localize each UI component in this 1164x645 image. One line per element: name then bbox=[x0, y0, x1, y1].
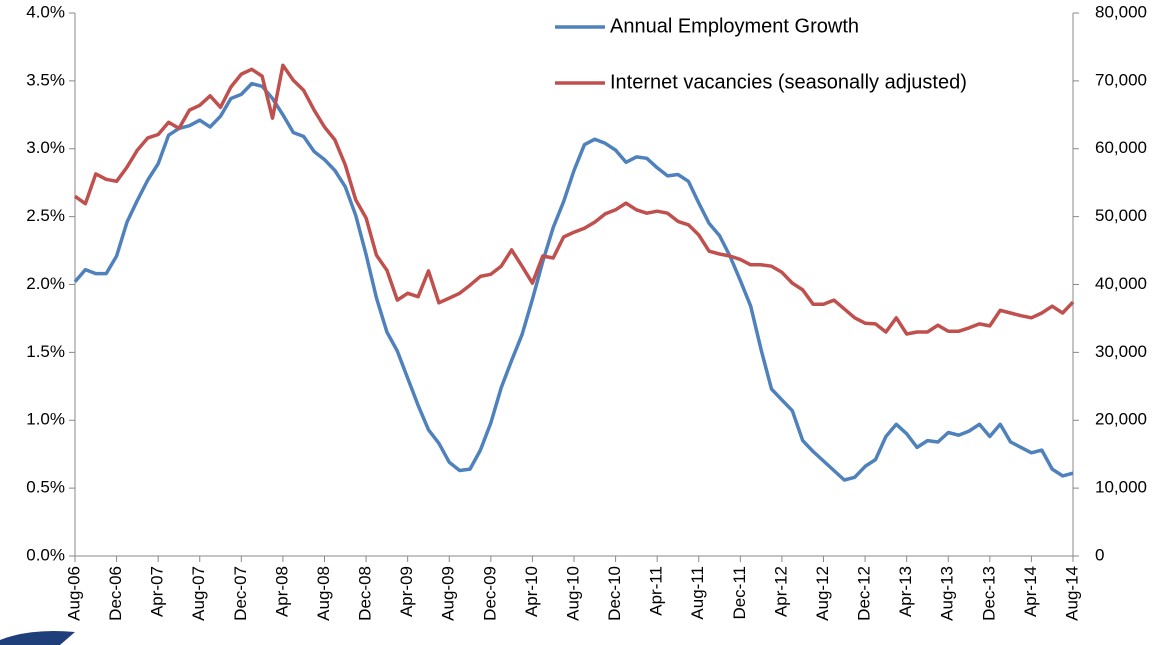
x-tick-label: Apr-12 bbox=[771, 566, 790, 617]
x-tick-label: Dec-08 bbox=[356, 566, 375, 621]
x-tick-label: Apr-14 bbox=[1021, 566, 1040, 617]
series-line bbox=[73, 81, 1074, 482]
x-tick-label: Apr-13 bbox=[896, 566, 915, 617]
x-tick-label: Apr-09 bbox=[397, 566, 416, 617]
series-line bbox=[73, 63, 1075, 336]
x-tick-label: Apr-08 bbox=[272, 566, 291, 617]
y2-tick-label: 30,000 bbox=[1095, 342, 1147, 361]
y-tick-label: 2.5% bbox=[26, 206, 65, 225]
y-tick-label: 4.0% bbox=[26, 2, 65, 21]
x-tick-label: Dec-09 bbox=[480, 566, 499, 621]
y2-tick-label: 40,000 bbox=[1095, 274, 1147, 293]
x-tick-label: Aug-09 bbox=[439, 566, 458, 621]
y-tick-label: 3.0% bbox=[26, 138, 65, 157]
x-tick-label: Aug-06 bbox=[64, 566, 83, 621]
y2-tick-label: 50,000 bbox=[1095, 206, 1147, 225]
decoration bbox=[0, 631, 75, 645]
y2-tick-label: 0 bbox=[1095, 545, 1104, 564]
y2-tick-label: 20,000 bbox=[1095, 410, 1147, 429]
y2-tick-label: 10,000 bbox=[1095, 478, 1147, 497]
legend-label: Internet vacancies (seasonally adjusted) bbox=[610, 71, 967, 93]
x-tick-label: Aug-10 bbox=[563, 566, 582, 621]
x-tick-label: Aug-11 bbox=[688, 566, 707, 620]
x-tick-label: Aug-12 bbox=[813, 566, 832, 621]
y-tick-label: 0.5% bbox=[26, 478, 65, 497]
x-tick-label: Aug-07 bbox=[189, 566, 208, 621]
x-tick-label: Aug-13 bbox=[938, 566, 957, 621]
x-tick-label: Dec-06 bbox=[106, 566, 125, 621]
y2-tick-label: 60,000 bbox=[1095, 138, 1147, 157]
x-tick-label: Aug-14 bbox=[1062, 566, 1081, 621]
x-tick-label: Aug-08 bbox=[314, 566, 333, 621]
x-tick-label: Apr-11 bbox=[647, 566, 666, 616]
y-tick-label: 1.5% bbox=[26, 342, 65, 361]
legend-label: Annual Employment Growth bbox=[610, 15, 859, 37]
y-tick-label: 2.0% bbox=[26, 274, 65, 293]
x-tick-label: Apr-07 bbox=[148, 566, 167, 617]
x-tick-label: Dec-07 bbox=[231, 566, 250, 621]
y-tick-label: 3.5% bbox=[26, 70, 65, 89]
x-tick-label: Dec-12 bbox=[855, 566, 874, 621]
x-tick-label: Dec-10 bbox=[605, 566, 624, 621]
y2-tick-label: 70,000 bbox=[1095, 70, 1147, 89]
y2-tick-label: 80,000 bbox=[1095, 2, 1147, 21]
x-tick-label: Dec-13 bbox=[979, 566, 998, 621]
x-tick-label: Apr-10 bbox=[522, 566, 541, 617]
y-tick-label: 1.0% bbox=[26, 410, 65, 429]
x-tick-label: Dec-11 bbox=[730, 566, 749, 620]
y-tick-label: 0.0% bbox=[26, 545, 65, 564]
